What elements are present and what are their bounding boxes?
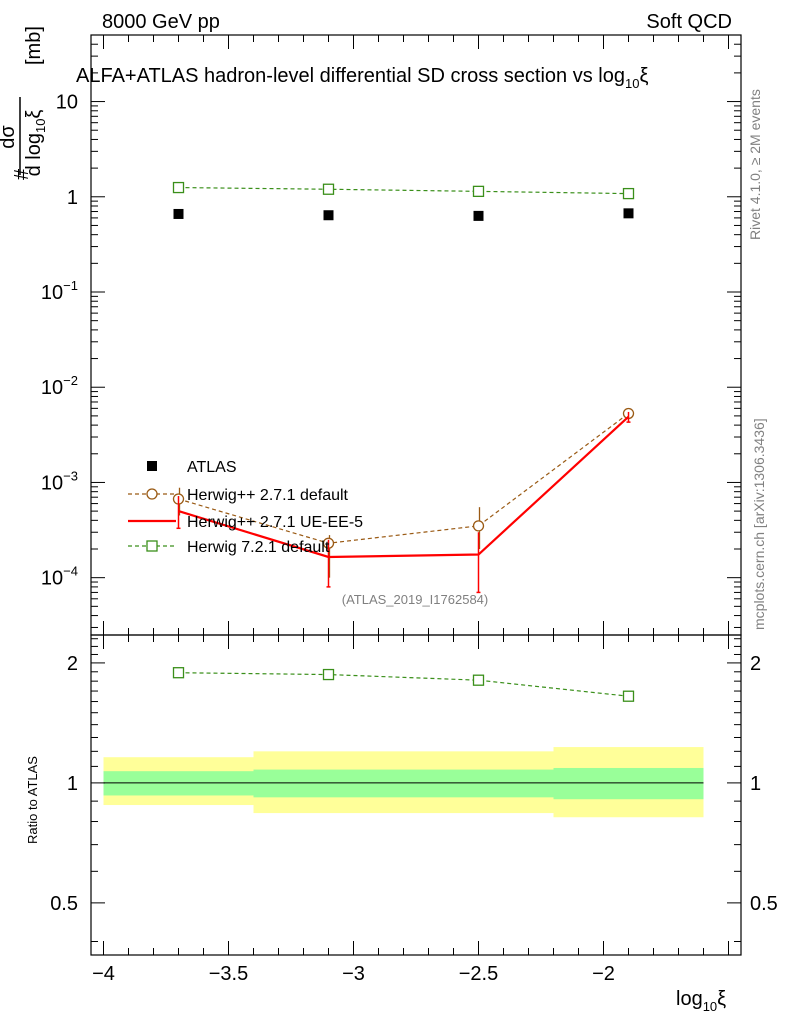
atlas-point-0 xyxy=(173,208,184,219)
ratio-ytick-label-left-1: 1 xyxy=(67,773,78,795)
herwig721-ratio-point-1 xyxy=(322,668,335,681)
legend-marker-square xyxy=(146,540,158,552)
chart-title-sub: 10 xyxy=(625,76,639,91)
legend-label-1: Herwig++ 2.7.1 default xyxy=(187,487,349,504)
ratio-plot-frame xyxy=(90,634,742,956)
xtick-label-0: −4 xyxy=(92,963,115,985)
xtick-label-1: −3.5 xyxy=(209,963,248,985)
ratio-ytick-label-right-2: 0.5 xyxy=(750,893,778,915)
x-label: log10ξ xyxy=(676,988,726,1014)
legend-label-0: ATLAS xyxy=(187,459,237,476)
chart-title: ALFA+ATLAS hadron-level differential SD … xyxy=(76,65,648,91)
ratio-ytick-label-right-1: 1 xyxy=(750,773,761,795)
main-ytick-label-3: 10−2 xyxy=(41,373,78,399)
herwig721-point-3 xyxy=(622,187,635,200)
atlas-point-2 xyxy=(473,210,484,221)
ratio-error-bands xyxy=(103,747,704,818)
main-ytick-label-0: 10 xyxy=(56,92,78,114)
main-ytick-label-5: 10−4 xyxy=(41,564,78,590)
data-series xyxy=(172,181,635,702)
header-left: 8000 GeV pp xyxy=(102,11,220,33)
legend: ATLAS Herwig++ 2.7.1 default Herwig++ 2.7.… xyxy=(128,459,363,556)
herwig721-point-1 xyxy=(322,183,335,195)
herwig721-ratio-point-3 xyxy=(622,690,635,702)
main-ytick-label-2: 10−1 xyxy=(41,278,78,304)
y-label-denominator: d log10ξ xyxy=(23,110,48,177)
legend-marker-circle xyxy=(146,488,158,500)
herwigpp-default-line xyxy=(178,413,629,544)
chart-title-tail: ξ xyxy=(639,65,648,87)
main-y-label: # xyxy=(11,168,33,180)
legend-label-3: Herwig 7.2.1 default xyxy=(187,539,330,556)
ratio-band-inner-3 xyxy=(553,767,704,800)
analysis-tag: (ATLAS_2019_I1762584) xyxy=(342,592,488,607)
ratio-band-inner-2 xyxy=(403,769,554,798)
ratio-y-label: Ratio to ATLAS xyxy=(25,756,40,844)
legend-item-1: Herwig++ 2.7.1 default xyxy=(128,487,349,504)
rivet-label: Rivet 4.1.0, ≥ 2M events xyxy=(747,89,763,240)
herwigpp-ueee5-line xyxy=(178,415,630,559)
xtick-label-4: −2 xyxy=(592,963,615,985)
main-ytick-label-1: 1 xyxy=(67,187,78,209)
herwigpp-default-point-2 xyxy=(472,520,485,532)
atlas-point-1 xyxy=(323,210,334,221)
legend-item-0: ATLAS xyxy=(147,459,237,476)
herwig721-ratio-point-2 xyxy=(472,674,485,686)
ratio-ytick-label-left-0: 2 xyxy=(67,653,78,675)
ratio-band-inner-1 xyxy=(253,769,404,798)
plot-frames xyxy=(90,34,742,956)
atlas-point-3 xyxy=(623,208,634,219)
mcplots-label: mcplots.cern.ch [arXiv:1306.3436] xyxy=(751,418,767,630)
legend-item-2: Herwig++ 2.7.1 UE-EE-5 xyxy=(128,514,363,531)
header-right: Soft QCD xyxy=(646,11,732,33)
y-label-numerator: dσ xyxy=(0,125,19,149)
herwig721-point-0 xyxy=(172,181,185,194)
herwig721-point-2 xyxy=(472,185,485,198)
xtick-label-2: −3 xyxy=(342,963,365,985)
ratio-ytick-label-right-0: 2 xyxy=(750,653,761,675)
herwig721-ratio-point-0 xyxy=(172,667,185,679)
herwig721-ratio-line xyxy=(178,672,629,697)
main-ytick-label-4: 10−3 xyxy=(41,468,78,494)
y-label-fraction: dσ d log10ξ [mb] xyxy=(0,26,48,176)
legend-marker-atlas xyxy=(147,461,157,471)
herwig721-line xyxy=(178,186,629,195)
xtick-label-3: −2.5 xyxy=(459,963,498,985)
y-label-hash: # xyxy=(11,168,33,180)
ratio-ytick-label-left-2: 0.5 xyxy=(50,893,78,915)
legend-label-2: Herwig++ 2.7.1 UE-EE-5 xyxy=(187,514,363,531)
legend-item-3: Herwig 7.2.1 default xyxy=(128,539,330,556)
chart-title-main: ALFA+ATLAS hadron-level differential SD … xyxy=(76,65,625,87)
y-label-unit: [mb] xyxy=(23,26,45,65)
